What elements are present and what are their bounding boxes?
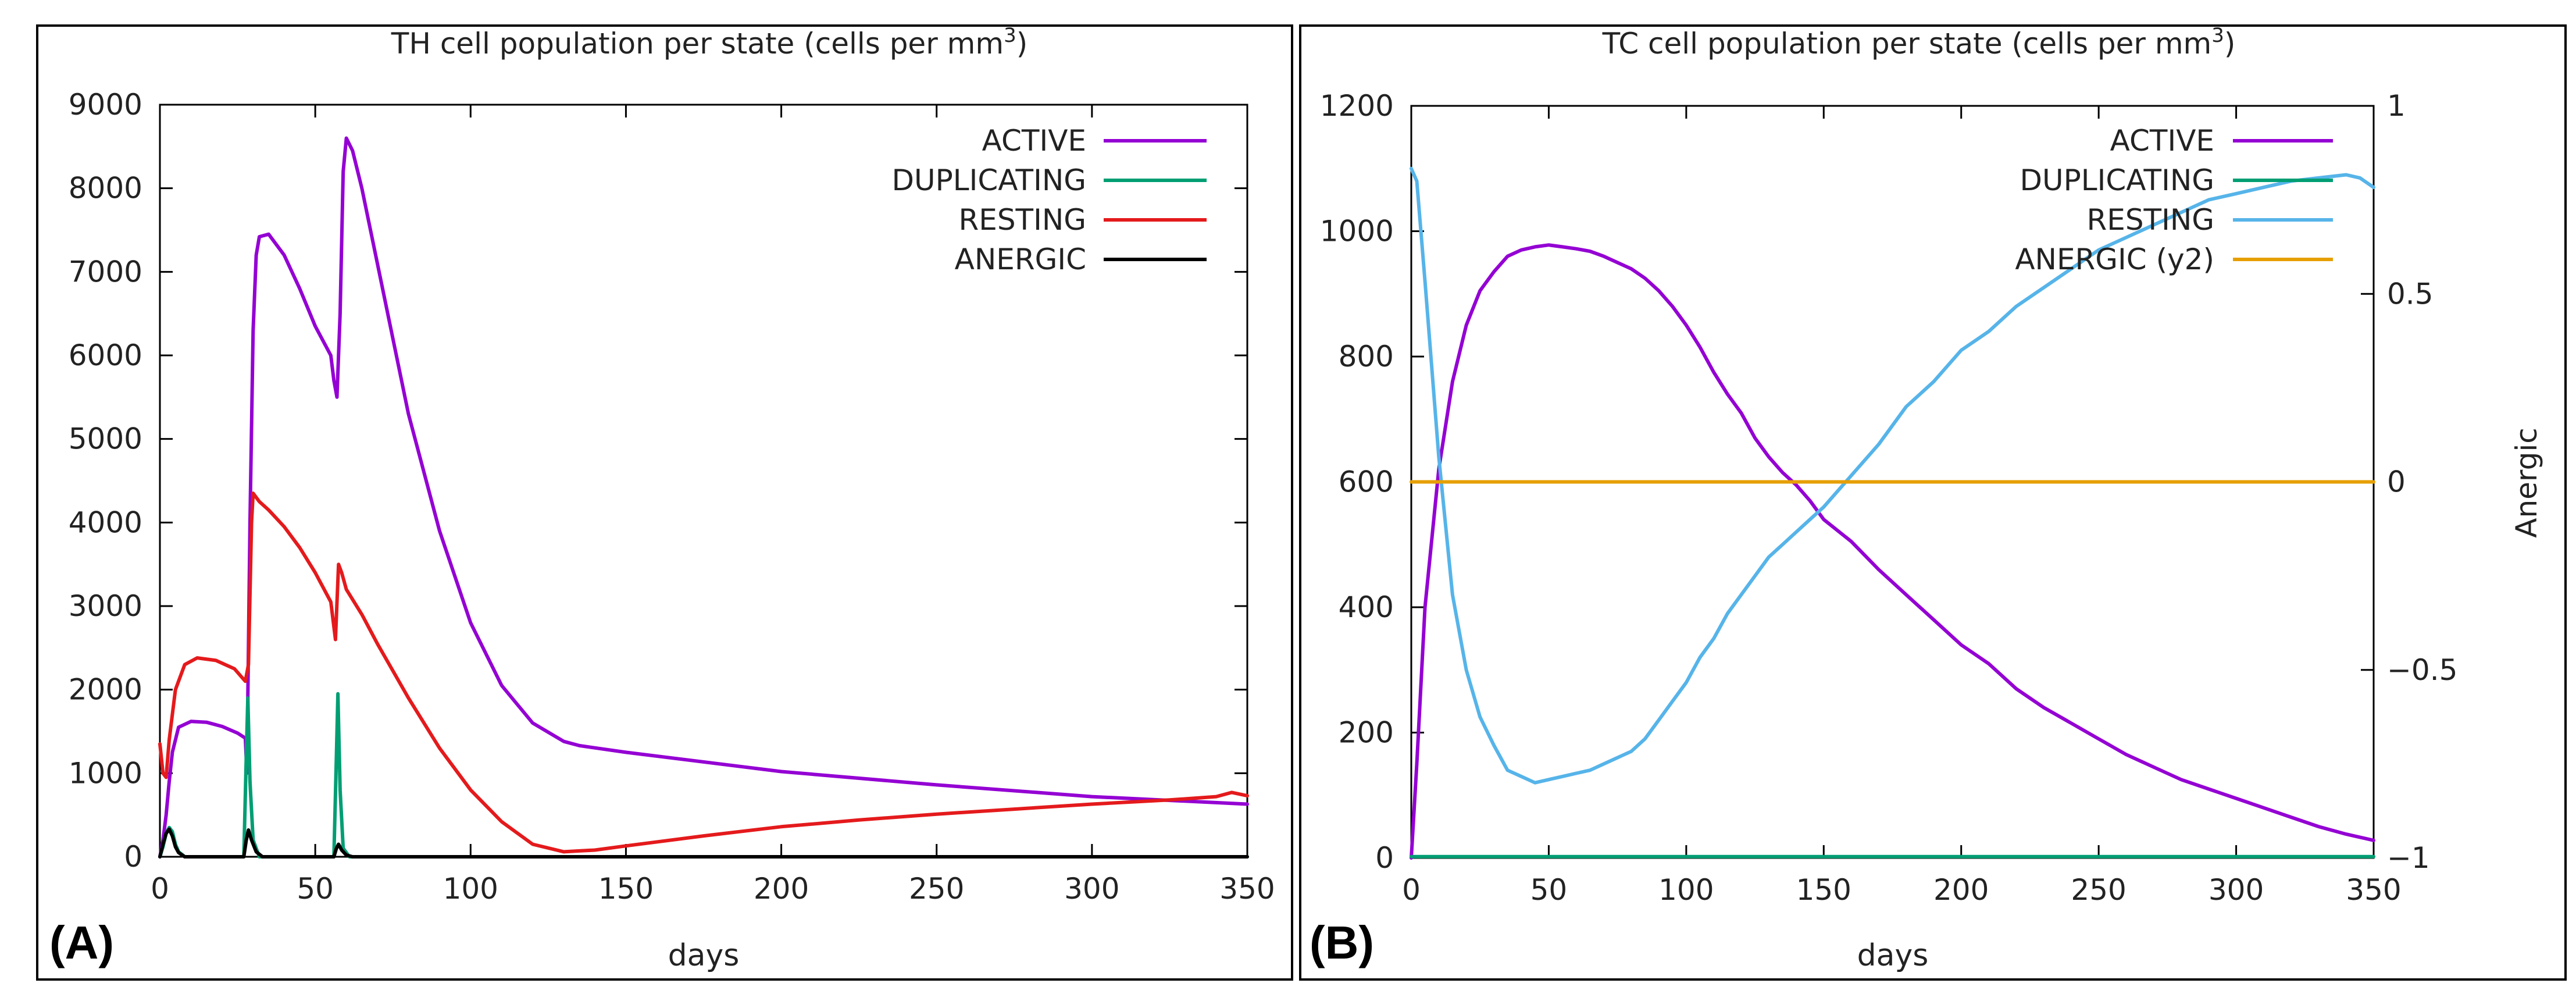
panel-b-series-resting (1410, 166, 2375, 785)
panel-a-legend-label-duplicating: DUPLICATING (891, 163, 1086, 197)
panel-b-xtick-label: 0 (1402, 873, 1421, 907)
panel-b-y2-axis: −1 −0.5 0 0.5 1 (2361, 89, 2457, 875)
panel-b-xtick-label: 150 (1796, 873, 1851, 907)
panel-b-xtick-label: 50 (1530, 873, 1568, 907)
panel-a-xtick-label: 0 (151, 872, 169, 906)
panel-b-x-axis: 0 50 100 150 200 250 300 350 (1402, 106, 2402, 907)
panel-b-ytick-label: 1200 (1320, 89, 1394, 123)
panel-b-xtick-label: 100 (1658, 873, 1714, 907)
panel-a-xtick-label: 100 (443, 872, 498, 906)
panel-b-ytick-label: 600 (1339, 465, 1394, 499)
panel-a-ytick-label: 1000 (69, 756, 142, 790)
panel-b-ytick-label: 400 (1339, 590, 1394, 624)
panel-b: TC cell population per state (cells per … (1310, 24, 2543, 973)
panel-a-legend: ACTIVE DUPLICATING RESTING ANERGIC (891, 124, 1207, 276)
panel-a-xtick-label: 200 (754, 872, 809, 906)
panel-a-title-end: ) (1016, 27, 1028, 60)
panel-a-legend-label-resting: RESTING (958, 203, 1086, 237)
panel-a-ytick-label: 4000 (69, 505, 142, 539)
panel-a-ytick-label: 5000 (69, 422, 142, 456)
panel-a-series-duplicating (158, 692, 1249, 859)
panel-a-series-anergic (158, 827, 1249, 859)
panel-a-ytick-label: 7000 (69, 255, 142, 288)
panel-a-title-sup: 3 (1004, 24, 1016, 47)
panel-b-ytick-label: 200 (1339, 716, 1394, 750)
panel-a-label: (A) (49, 917, 114, 968)
panel-a-xtick-label: 350 (1219, 872, 1275, 906)
panel-a-xlabel: days (668, 938, 740, 973)
panel-b-title-sup: 3 (2211, 24, 2224, 47)
panel-a-xtick-label: 250 (909, 872, 964, 906)
panel-a-ytick-label: 8000 (69, 172, 142, 205)
panel-b-frame (1299, 24, 2567, 981)
panel-b-xlabel: days (1857, 938, 1929, 973)
panel-b-xtick-label: 300 (2208, 873, 2264, 907)
panel-b-legend-label-active: ACTIVE (2110, 124, 2214, 158)
panel-b-title-end: ) (2224, 27, 2236, 60)
panel-a-title: TH cell population per state (cells per … (391, 24, 1027, 60)
panel-b-label: (B) (1310, 917, 1374, 968)
panel-b-series (1410, 166, 2375, 860)
panel-a-ytick-label: 3000 (69, 589, 142, 623)
panel-b-y2tick-label: 0.5 (2387, 277, 2434, 311)
panel-b-y2tick-label: 1 (2387, 89, 2406, 123)
panel-a-x-axis: 0 50 100 150 200 250 300 350 (151, 105, 1275, 906)
panel-a-y-axis: 0 1000 2000 3000 4000 5000 6000 7000 8000 9000 (69, 88, 1247, 874)
panel-a-xtick-label: 300 (1064, 872, 1119, 906)
panel-b-y-axis: 0 200 400 600 800 1000 1200 (1320, 89, 1424, 875)
panel-a-ytick-label: 0 (124, 840, 142, 874)
panel-b-title: TC cell population per state (cells per … (1602, 24, 2236, 60)
panel-b-y2tick-label: −0.5 (2387, 653, 2457, 687)
panel-a-ytick-label: 6000 (69, 339, 142, 372)
panel-b-legend-label-resting: RESTING (2086, 203, 2214, 237)
panel-b-xtick-label: 350 (2346, 873, 2401, 907)
panel-a-ytick-label: 9000 (69, 88, 142, 122)
panel-b-xtick-label: 200 (1933, 873, 1989, 907)
panel-a-series (158, 136, 1249, 859)
panel-b-legend-label-anergic-y2: ANERGIC (y2) (2015, 243, 2214, 276)
panel-b-xtick-label: 250 (2071, 873, 2126, 907)
panel-b-legend-label-duplicating: DUPLICATING (2020, 163, 2214, 197)
panel-a-xtick-label: 50 (297, 872, 334, 906)
panel-b-y2tick-label: 0 (2387, 465, 2406, 499)
panel-b-legend: ACTIVE DUPLICATING RESTING ANERGIC (y2) (2015, 124, 2333, 276)
panel-b-series-active (1410, 243, 2375, 860)
panel-a-ytick-label: 2000 (69, 673, 142, 707)
panel-a-series-active (158, 136, 1249, 859)
panel-a-legend-label-active: ACTIVE (982, 124, 1086, 158)
panel-b-ytick-label: 1000 (1320, 215, 1394, 248)
panel-b-ytick-label: 800 (1339, 340, 1394, 373)
panel-a-legend-label-anergic: ANERGIC (955, 243, 1086, 276)
panel-a-series-resting (158, 491, 1249, 854)
panel-b-y2label: Anergic (2510, 428, 2543, 537)
panel-b-ytick-label: 0 (1375, 841, 1394, 875)
panel-b-y2tick-label: −1 (2387, 841, 2430, 875)
panel-a-xtick-label: 150 (598, 872, 654, 906)
panel-a: TH cell population per state (cells per … (49, 24, 1275, 973)
panel-a-frame (36, 24, 1293, 981)
